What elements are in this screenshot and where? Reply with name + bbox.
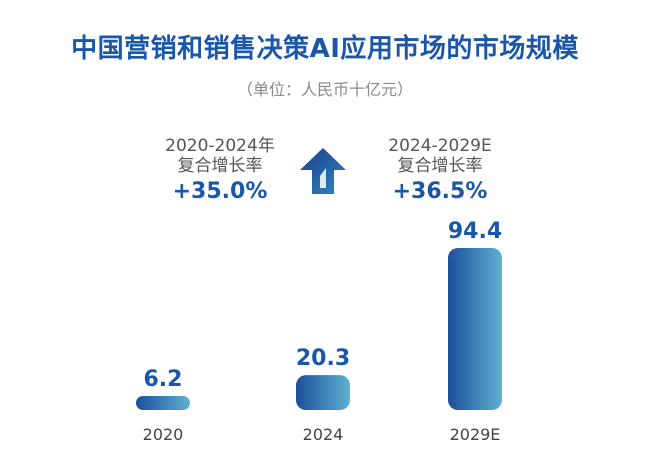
bar-2029E: [448, 248, 502, 410]
cagr-period: 2024-2029E: [388, 136, 492, 156]
cagr-label: 复合增长率: [177, 156, 263, 176]
value-label-2024: 20.3: [296, 346, 350, 371]
tick-label-2024: 2024: [303, 425, 344, 444]
cagr-value: +35.0%: [172, 179, 268, 204]
value-label-2020: 6.2: [144, 367, 183, 392]
bar-2020: [136, 396, 190, 410]
tick-label-2020: 2020: [143, 425, 184, 444]
cagr-value: +36.5%: [392, 179, 488, 204]
cagr-2020-2024: 2020-2024年 复合增长率 +35.0%: [110, 136, 330, 204]
cagr-label: 复合增长率: [397, 156, 483, 176]
chart-title: 中国营销和销售决策AI应用市场的市场规模: [71, 34, 579, 64]
value-label-2029E: 94.4: [448, 219, 502, 244]
up-arrow-icon: [300, 148, 346, 194]
cagr-period: 2020-2024年: [165, 136, 275, 156]
unit-subtitle: （单位：人民币十亿元）: [236, 80, 413, 99]
bar-2024: [296, 375, 350, 410]
cagr-2024-2029e: 2024-2029E 复合增长率 +36.5%: [330, 136, 550, 204]
tick-label-2029E: 2029E: [450, 425, 501, 444]
